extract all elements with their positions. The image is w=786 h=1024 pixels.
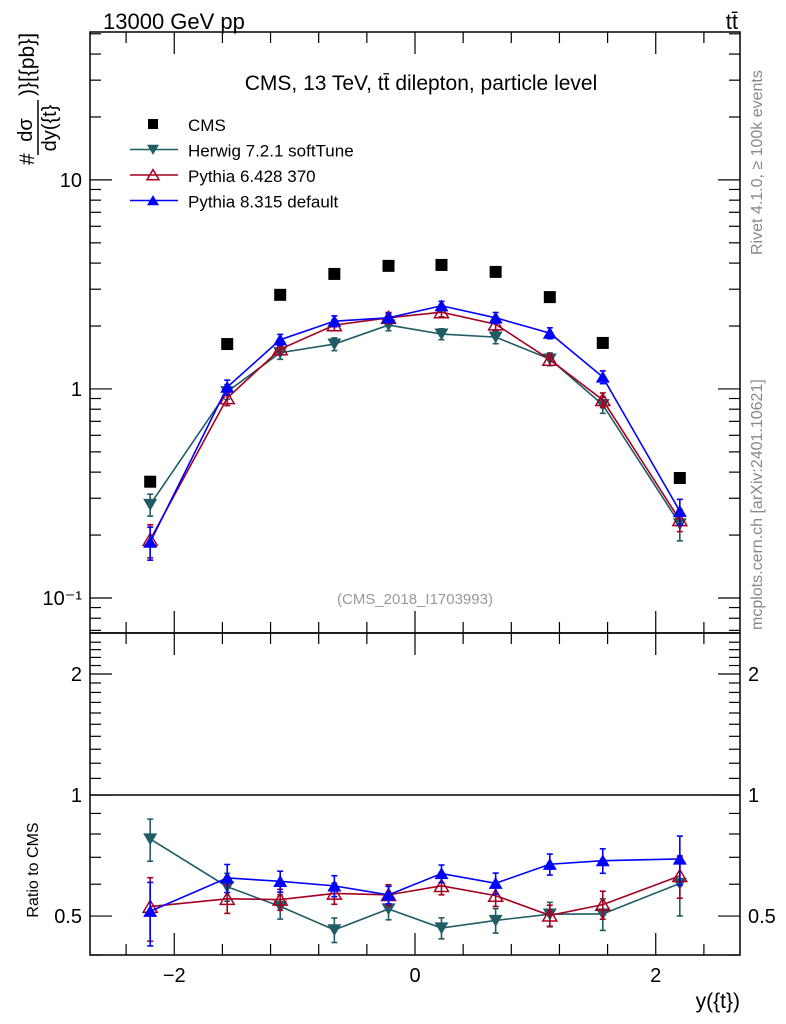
pythia8-point bbox=[434, 299, 449, 312]
pythia8-point bbox=[220, 380, 235, 393]
herwig-point bbox=[488, 914, 503, 927]
pythia8-point bbox=[488, 876, 503, 889]
cms-point bbox=[328, 267, 341, 280]
ratio-y-tick-label: 0.5 bbox=[54, 906, 82, 928]
cms-legend-marker bbox=[148, 119, 158, 129]
pythia6-point bbox=[271, 341, 289, 356]
legend-label-pythia8: Pythia 8.315 default bbox=[188, 193, 339, 212]
svg-text:#: # bbox=[16, 153, 39, 165]
ratio-y-tick-label-right: 0.5 bbox=[748, 906, 776, 928]
y-tick-label: 10 bbox=[60, 170, 82, 192]
pythia8-point bbox=[327, 314, 342, 327]
mcplots-label: mcplots.cern.ch [arXiv:2401.10621] bbox=[749, 379, 766, 630]
cms-point bbox=[221, 338, 234, 351]
pythia8-point bbox=[595, 854, 610, 867]
pythia8-point bbox=[542, 857, 557, 870]
pythia8-point bbox=[672, 504, 687, 517]
pythia6-point bbox=[594, 392, 612, 407]
cms-point bbox=[382, 259, 395, 272]
pythia8-point bbox=[595, 370, 610, 383]
pythia6-point bbox=[487, 316, 504, 331]
ratio-y-tick-label: 1 bbox=[71, 785, 82, 807]
pythia8-point bbox=[143, 535, 158, 548]
pythia8-point bbox=[273, 333, 288, 346]
ratio-y-tick-label-right: 1 bbox=[748, 785, 759, 807]
cms-point bbox=[435, 258, 448, 271]
herwig-point bbox=[434, 922, 449, 935]
pythia6-point bbox=[433, 878, 450, 893]
pythia8-ratio-line bbox=[149, 858, 680, 912]
herwig-legend-marker bbox=[147, 144, 159, 155]
cms-point bbox=[596, 336, 609, 349]
cms-point bbox=[489, 265, 502, 278]
herwig-point bbox=[381, 903, 396, 916]
cms-point bbox=[144, 475, 157, 488]
pythia6-point bbox=[594, 896, 612, 911]
pythia6-ratio-line bbox=[150, 875, 681, 917]
legend-label-pythia6: Pythia 6.428 370 bbox=[188, 167, 316, 186]
herwig-point bbox=[143, 833, 158, 846]
pythia6-point bbox=[487, 887, 504, 902]
herwig-ratio-line bbox=[149, 838, 681, 931]
pythia6-point bbox=[271, 891, 289, 906]
herwig-point bbox=[488, 331, 503, 344]
herwig-point bbox=[327, 924, 342, 937]
y-tick-label: 10⁻¹ bbox=[43, 588, 83, 610]
herwig-point bbox=[327, 338, 342, 351]
x-axis-label: y({t}) bbox=[696, 990, 740, 1013]
cms-point bbox=[673, 471, 686, 484]
chart-title: CMS, 13 TeV, tt̄ dilepton, particle leve… bbox=[245, 72, 598, 95]
pythia8-point bbox=[542, 326, 557, 339]
pythia8-line bbox=[149, 304, 681, 543]
pythia8-point bbox=[220, 871, 235, 884]
pythia8-point bbox=[273, 875, 288, 887]
svg-text:)}[{pb}]: )}[{pb}] bbox=[16, 33, 39, 96]
pythia6-point bbox=[218, 891, 236, 906]
herwig-point bbox=[143, 498, 158, 511]
pythia6-point bbox=[326, 885, 343, 900]
ratio-y-tick-label-right: 2 bbox=[748, 664, 759, 686]
analysis-annotation: (CMS_2018_I1703993) bbox=[337, 591, 493, 608]
y-tick-label: 1 bbox=[71, 379, 82, 401]
energy-label: 13000 GeV pp bbox=[103, 9, 245, 34]
x-tick-label: 2 bbox=[650, 965, 661, 987]
pythia8-point bbox=[381, 311, 396, 324]
ratio-frame bbox=[89, 632, 741, 956]
herwig-line bbox=[149, 324, 681, 525]
x-tick-label: 0 bbox=[409, 965, 420, 987]
legend-label-cms: CMS bbox=[188, 116, 226, 135]
ratio-y-tick-label: 2 bbox=[71, 664, 82, 686]
pythia6-point bbox=[541, 351, 559, 367]
pythia6-point bbox=[218, 390, 236, 405]
pythia6-point bbox=[433, 304, 450, 319]
pythia8-legend-marker bbox=[147, 195, 159, 206]
pythia6-point bbox=[541, 907, 559, 922]
x-tick-label: −2 bbox=[163, 965, 186, 987]
ratio-y-label: Ratio to CMS bbox=[25, 822, 42, 917]
cms-point bbox=[543, 291, 556, 304]
svg-text:dσ: dσ bbox=[15, 118, 37, 142]
herwig-point bbox=[434, 328, 449, 341]
rivet-label: Rivet 4.1.0, ≥ 100k events bbox=[749, 70, 766, 255]
svg-text:dy({t}: dy({t} bbox=[39, 104, 61, 151]
pythia8-point bbox=[327, 879, 342, 892]
pythia6-line bbox=[149, 311, 681, 541]
cms-point bbox=[274, 288, 287, 301]
pythia8-point bbox=[434, 867, 449, 880]
pythia8-point bbox=[143, 904, 158, 917]
process-label: tt̄ bbox=[726, 9, 738, 34]
pythia6-legend-marker bbox=[145, 168, 161, 181]
pythia8-point bbox=[488, 311, 503, 324]
legend-label-herwig: Herwig 7.2.1 softTune bbox=[188, 142, 354, 161]
pythia8-point bbox=[672, 852, 687, 865]
y-axis-label: # dσ dy({t} )}[{pb}] bbox=[15, 33, 61, 165]
pythia8-point bbox=[381, 888, 396, 901]
